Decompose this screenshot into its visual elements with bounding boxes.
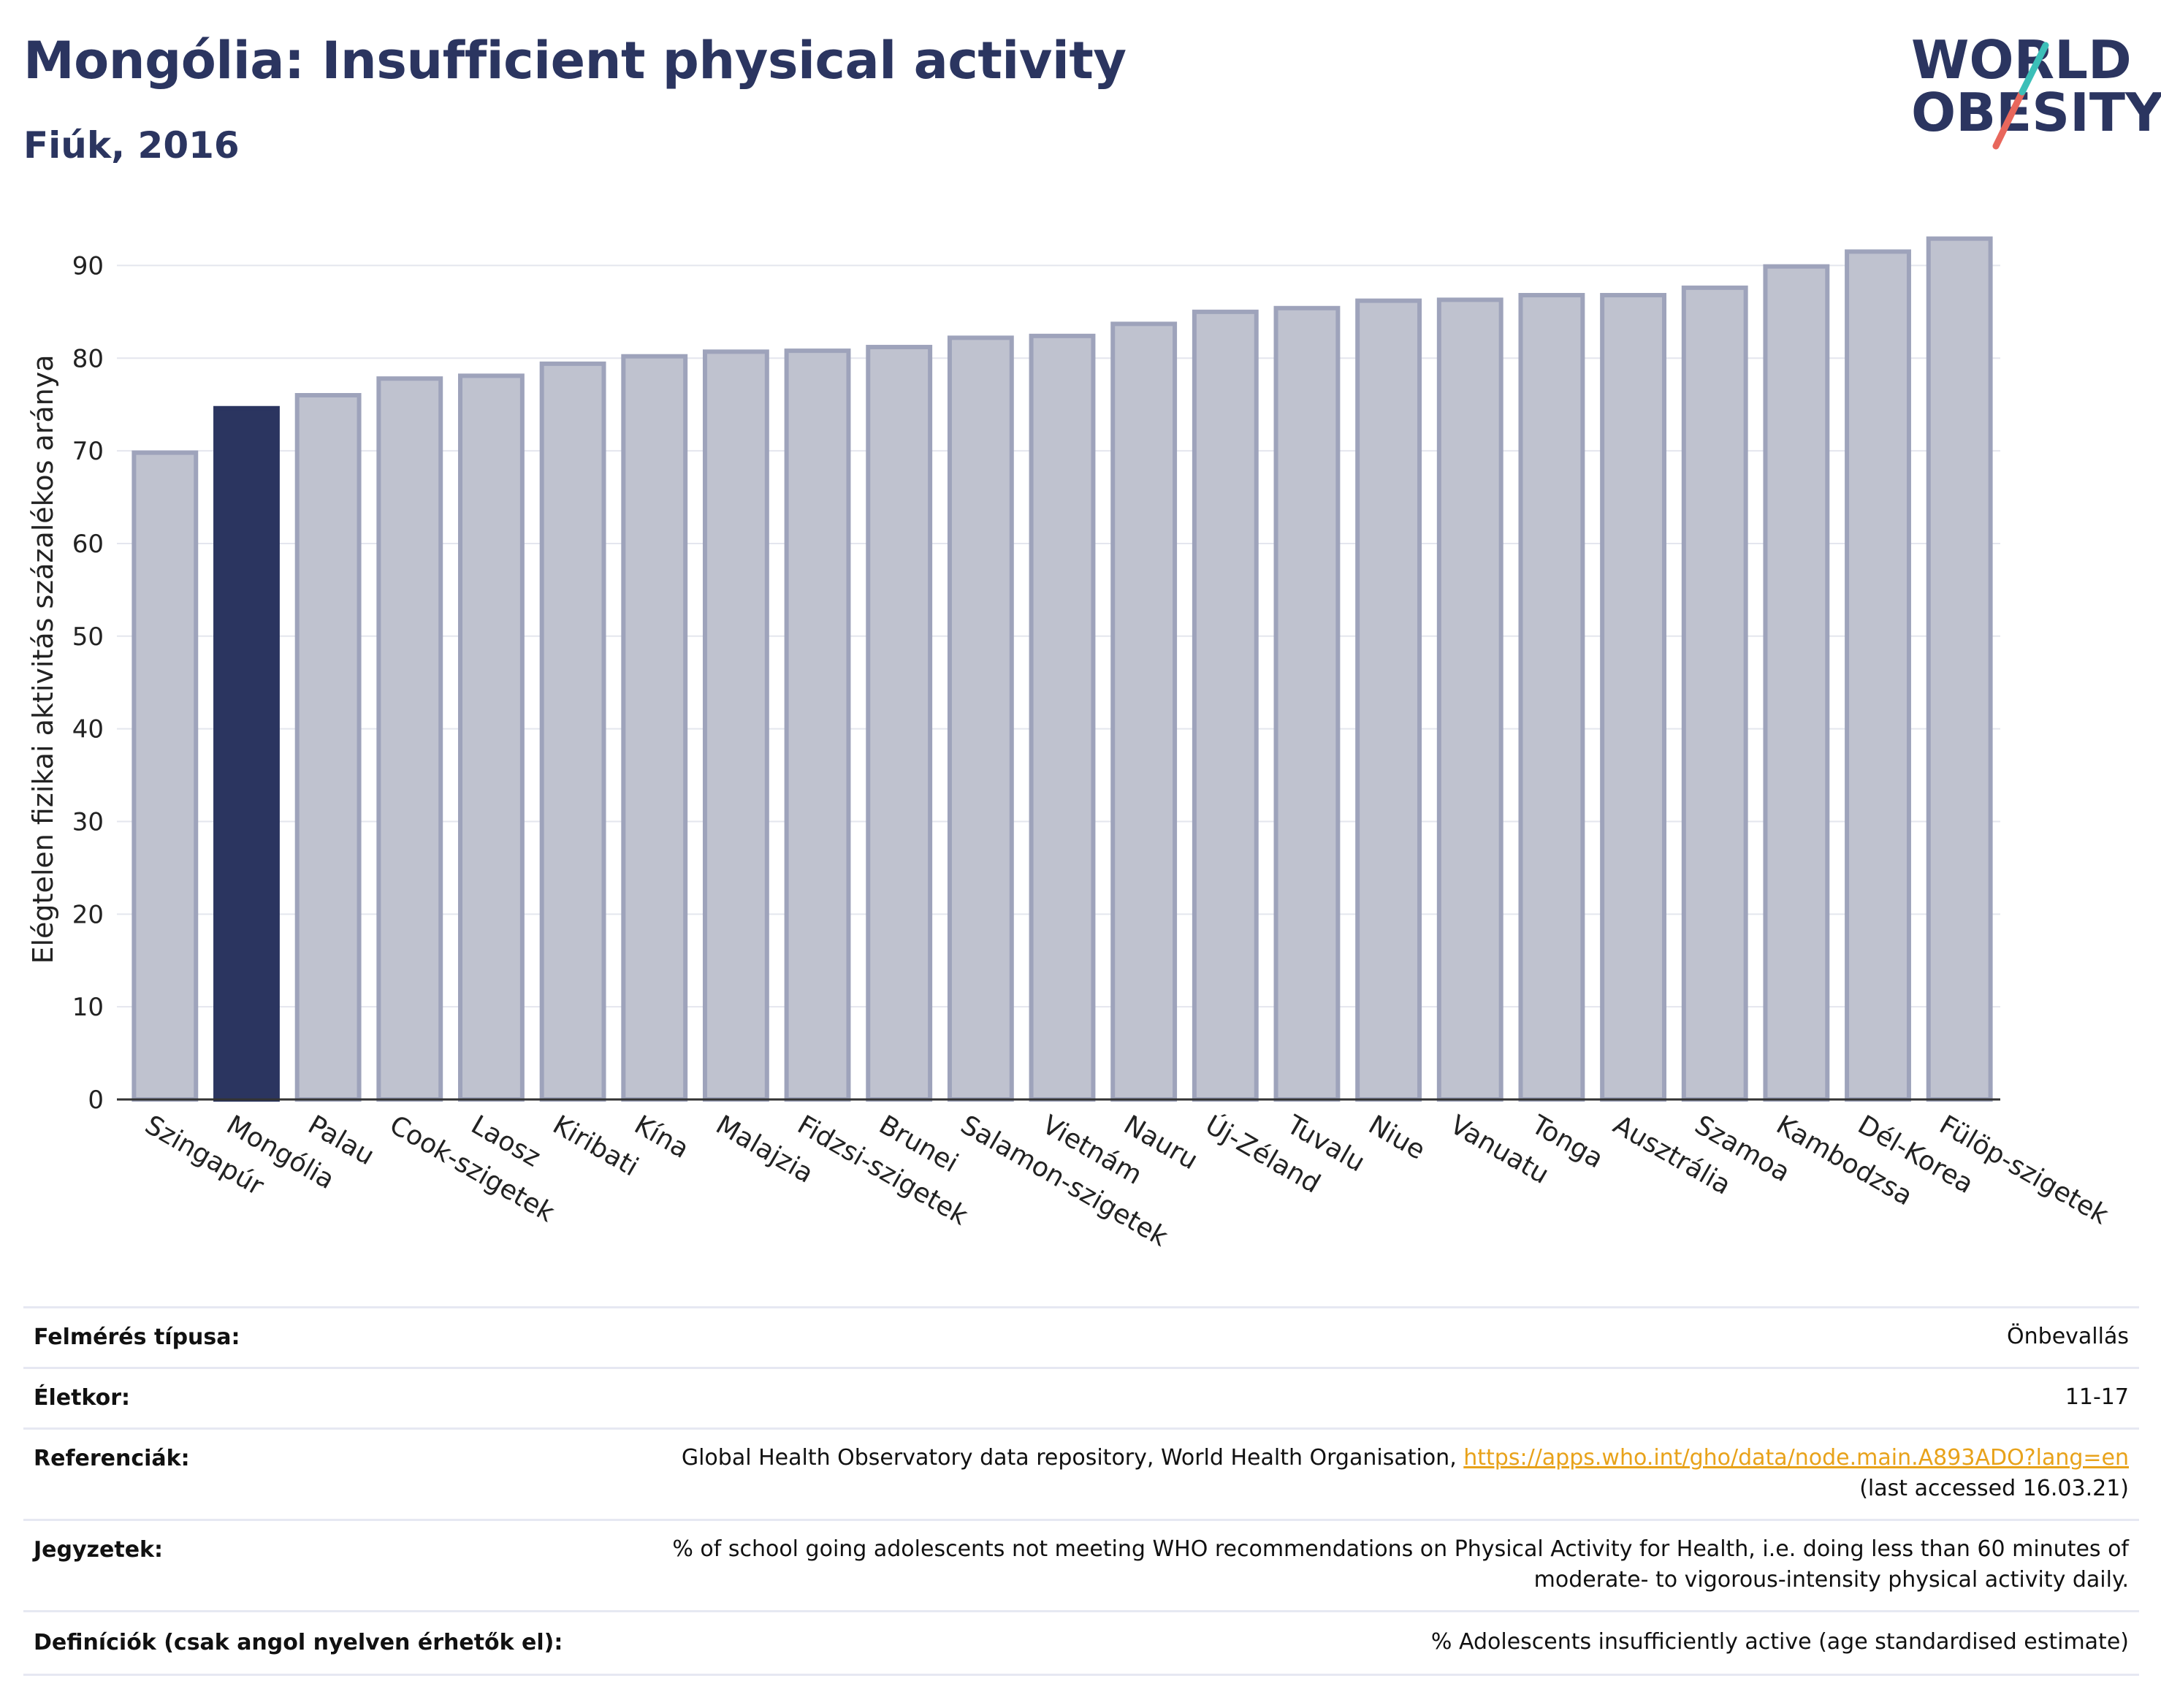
bar [1518, 293, 1585, 1102]
survey-type-label: Felmérés típusa: [34, 1324, 240, 1350]
y-tick-label: 60 [72, 530, 104, 559]
bar [1436, 297, 1503, 1102]
bar [947, 335, 1014, 1102]
references-label: Referenciák: [34, 1446, 190, 1471]
references-text: Global Health Observatory data repositor… [681, 1445, 1464, 1471]
notes-line-2: moderate- to vigorous-intensity physical… [1533, 1567, 2129, 1593]
y-tick-label: 10 [72, 993, 104, 1022]
meta-row-age: Életkor: 11-17 [23, 1367, 2139, 1427]
references-accessed: (last accessed 16.03.21) [1859, 1476, 2129, 1501]
y-tick-label: 0 [88, 1086, 104, 1115]
bar-chart: 0 10 20 30 40 50 60 70 80 90 Elégtelen fizikai akt… [27, 236, 2114, 1253]
y-tick-label: 50 [72, 622, 104, 652]
bar [1273, 305, 1341, 1102]
bar [376, 376, 443, 1102]
meta-row-definitions: Definíciók (csak angol nyelven érhetők e… [23, 1610, 2139, 1676]
notes-value: % of school going adolescents not meetin… [672, 1534, 2129, 1595]
world-obesity-logo: WORLD OBESITY [1899, 29, 2161, 153]
bar [1192, 309, 1259, 1102]
metadata-table: Felmérés típusa: Önbevallás Életkor: 11-… [23, 1306, 2139, 1676]
bar [213, 405, 280, 1102]
page-subtitle: Fiúk, 2016 [23, 124, 240, 167]
bar [621, 354, 688, 1102]
bar [1600, 293, 1666, 1102]
definitions-value: % Adolescents insufficiently active (age… [1430, 1629, 2129, 1655]
age-value: 11-17 [2065, 1384, 2129, 1410]
bar [294, 393, 362, 1102]
logo-line-1: WORLD [1911, 29, 2132, 91]
meta-row-references: Referenciák: Global Health Observatory d… [23, 1427, 2139, 1519]
y-axis-label: Elégtelen fizikai aktivitás százalékos a… [27, 354, 59, 964]
meta-row-survey: Felmérés típusa: Önbevallás [23, 1306, 2139, 1367]
page-title: Mongólia: Insufficient physical activity [23, 31, 1127, 91]
x-tick-label: Kiribati [548, 1110, 644, 1182]
bar [1763, 264, 1830, 1102]
notes-label: Jegyzetek: [34, 1537, 163, 1563]
notes-line-1: % of school going adolescents not meetin… [672, 1536, 2129, 1562]
bar [458, 373, 525, 1102]
bar [1029, 333, 1096, 1102]
y-tick-label: 40 [72, 715, 104, 744]
meta-row-notes: Jegyzetek: % of school going adolescents… [23, 1519, 2139, 1610]
bar [1845, 249, 1911, 1102]
bar [784, 348, 851, 1102]
definitions-label: Definíciók (csak angol nyelven érhetők e… [34, 1630, 563, 1655]
bar [132, 450, 199, 1102]
y-tick-label: 90 [72, 251, 104, 281]
references-value: Global Health Observatory data repositor… [682, 1443, 2129, 1504]
bar [1681, 285, 1748, 1102]
logo-line-2: OBESITY [1911, 82, 2161, 143]
bar [866, 345, 933, 1102]
y-tick-label: 80 [72, 344, 104, 373]
bar [1355, 298, 1422, 1102]
bar [702, 349, 769, 1102]
references-link[interactable]: https://apps.who.int/gho/data/node.main.… [1463, 1445, 2129, 1471]
bar [1926, 236, 1993, 1102]
age-label: Életkor: [34, 1385, 131, 1411]
y-tick-label: 20 [72, 900, 104, 929]
bar [539, 361, 606, 1102]
logo-slash-icon [1992, 42, 2049, 150]
y-tick-label: 30 [72, 807, 104, 836]
y-tick-label: 70 [72, 437, 104, 466]
bar [1110, 321, 1178, 1102]
survey-type-value: Önbevallás [2007, 1324, 2129, 1349]
x-tick-label: Niue [1363, 1110, 1430, 1165]
